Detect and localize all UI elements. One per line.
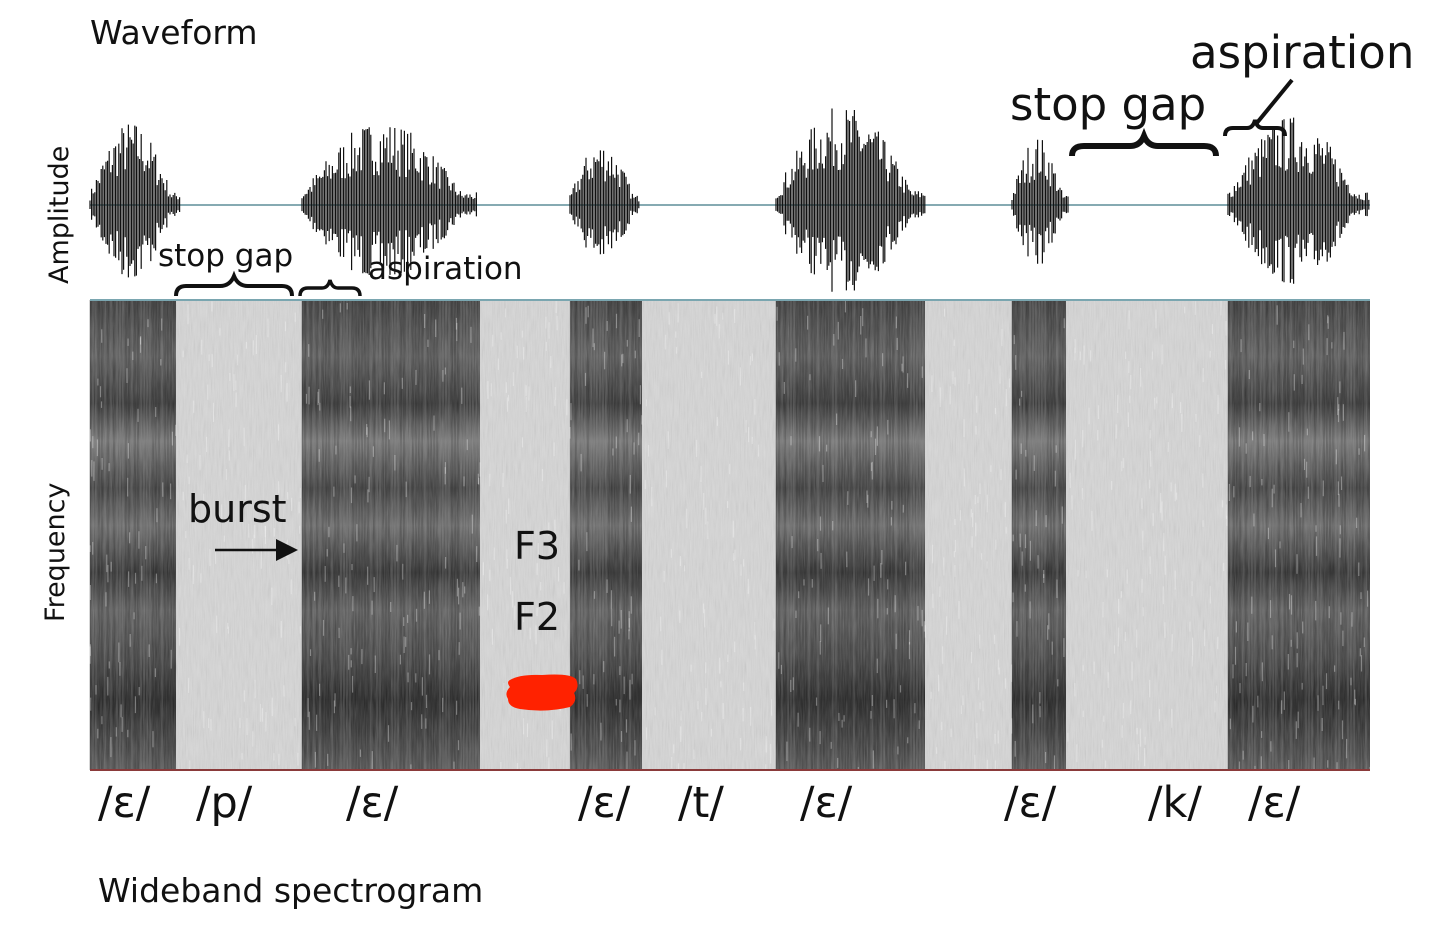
waveform-plot — [89, 108, 1370, 292]
segment-label: /ɛ/ — [1004, 778, 1057, 828]
segment-label: /ɛ/ — [1248, 778, 1301, 828]
segment-label: /t/ — [678, 778, 724, 828]
waveform-burst — [775, 108, 926, 292]
waveform-burst — [89, 124, 181, 278]
spectrogram-title: Wideband spectrogram — [98, 871, 484, 910]
aspiration-2-brace — [1223, 119, 1287, 137]
segment-label: /p/ — [196, 778, 253, 828]
waveform-burst — [1011, 139, 1069, 264]
burst-arrow-head — [276, 539, 298, 561]
segment-label: /ɛ/ — [800, 778, 853, 828]
stop-gap-1-brace — [174, 270, 294, 297]
aspiration-1-brace — [298, 279, 362, 297]
segment-label: /ɛ/ — [578, 778, 631, 828]
stop-gap-2-label: stop gap — [1010, 78, 1207, 131]
segment-label: /ɛ/ — [98, 778, 151, 828]
aspiration-2-leader — [1254, 78, 1294, 126]
f2-label: F2 — [514, 595, 561, 639]
waveform-burst — [1227, 117, 1370, 284]
waveform-burst — [569, 150, 640, 255]
stop-gap-1-label: stop gap — [158, 238, 294, 274]
f3-label: F3 — [514, 524, 561, 568]
aspiration-1-label: aspiration — [368, 251, 523, 287]
red-mark — [506, 674, 578, 711]
segment-label: /ɛ/ — [346, 778, 399, 828]
segment-label: /k/ — [1148, 778, 1202, 828]
waveform-title: Waveform — [90, 13, 258, 52]
stop-gap-2-brace — [1069, 127, 1219, 157]
aspiration-2-label: aspiration — [1190, 26, 1415, 79]
burst-label: burst — [188, 487, 287, 531]
waveform-burst — [301, 127, 477, 275]
